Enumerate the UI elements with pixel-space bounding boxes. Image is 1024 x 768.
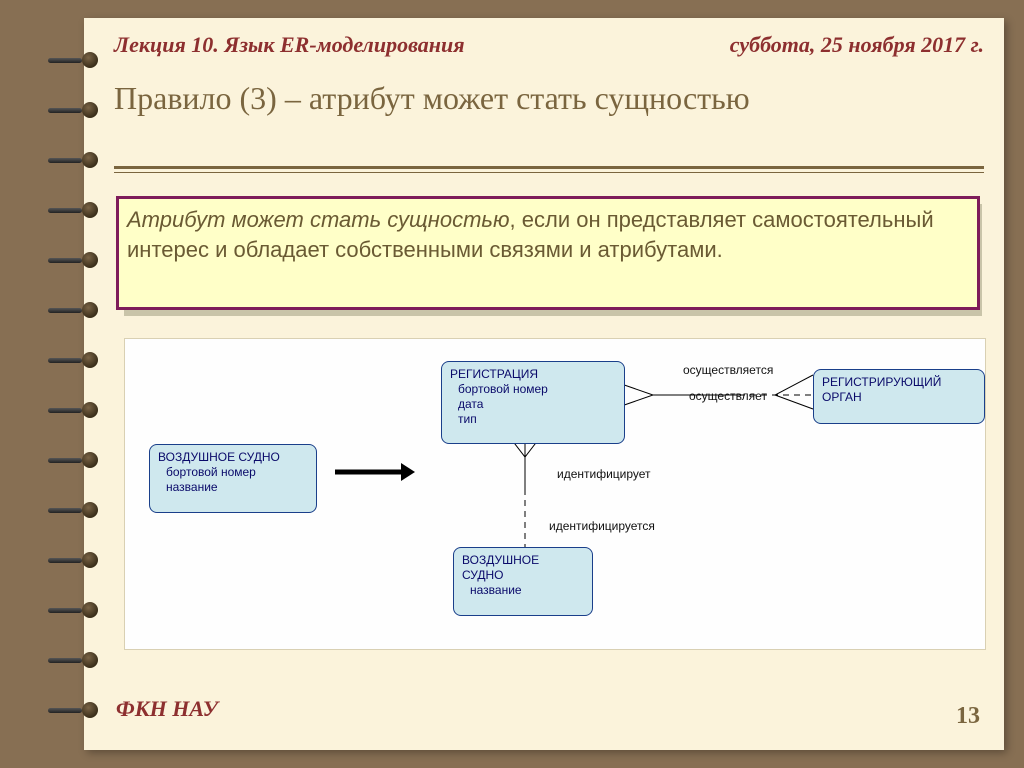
slide-card: Лекция 10. Язык ER-моделирования суббота… xyxy=(84,18,1004,750)
spiral-ring xyxy=(48,148,98,172)
er-diagram: ВОЗДУШНОЕ СУДНОбортовой номерназвание РЕГ… xyxy=(124,338,986,650)
spiral-ring xyxy=(48,398,98,422)
note-emphasis: Атрибут может стать сущностью xyxy=(127,207,510,232)
lecture-label: Лекция 10. Язык ER-моделирования xyxy=(114,32,465,58)
spiral-ring xyxy=(48,298,98,322)
spiral-ring xyxy=(48,248,98,272)
edge-label-ident1: идентифицирует xyxy=(557,467,651,481)
entity-aircraft_left: ВОЗДУШНОЕ СУДНОбортовой номерназвание xyxy=(149,444,317,513)
spiral-ring xyxy=(48,548,98,572)
spiral-ring xyxy=(48,498,98,522)
spiral-ring xyxy=(48,48,98,72)
entity-aircraft_bottom: ВОЗДУШНОЕСУДНОназвание xyxy=(453,547,593,616)
spiral-ring xyxy=(48,198,98,222)
entity-registration: РЕГИСТРАЦИЯбортовой номердататип xyxy=(441,361,625,444)
slide-title: Правило (3) – атрибут может стать сущнос… xyxy=(114,80,984,117)
edge-label-osush1: осуществляется xyxy=(683,363,773,377)
callout-note: Атрибут может стать сущностью, если он п… xyxy=(116,196,980,310)
spiral-ring xyxy=(48,448,98,472)
spiral-ring xyxy=(48,98,98,122)
date-label: суббота, 25 ноября 2017 г. xyxy=(730,32,984,58)
title-divider xyxy=(114,166,984,173)
spiral-ring xyxy=(48,698,98,722)
edge-label-ident2: идентифицируется xyxy=(549,519,655,533)
spiral-binding xyxy=(48,18,104,750)
spiral-ring xyxy=(48,598,98,622)
spiral-ring xyxy=(48,348,98,372)
footer-org: ФКН НАУ xyxy=(116,696,218,722)
entity-reg_organ: РЕГИСТРИРУЮЩИЙОРГАН xyxy=(813,369,985,424)
page-number: 13 xyxy=(956,703,980,730)
edge-label-osush2: осуществляет xyxy=(689,389,767,403)
header-row: Лекция 10. Язык ER-моделирования суббота… xyxy=(114,32,984,58)
spiral-ring xyxy=(48,648,98,672)
